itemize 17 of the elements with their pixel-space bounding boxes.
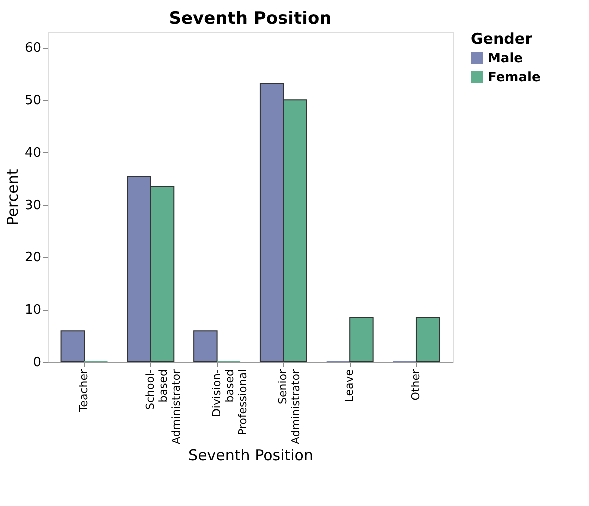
legend-label: Female — [488, 70, 541, 86]
y-tick-label: 0 — [33, 356, 42, 370]
x-tick-label: Leave — [343, 369, 356, 402]
legend-title: Gender — [471, 30, 534, 48]
x-tick-label: Teacher — [78, 369, 91, 414]
y-tick-label: 20 — [24, 250, 42, 266]
legend-label: Male — [488, 52, 524, 66]
y-tick-label: 40 — [24, 146, 42, 161]
x-tick-label: School- based Administrator — [144, 369, 183, 444]
y-tick-label: 10 — [24, 303, 42, 318]
y-tick-label: 30 — [24, 198, 42, 214]
y-tick-label: 60 — [24, 41, 42, 56]
y-axis-title: Percent — [4, 169, 22, 226]
chart-title: Seventh Position — [169, 9, 332, 29]
x-axis-title: Seventh Position — [188, 446, 314, 464]
y-tick-label: 50 — [24, 94, 42, 109]
x-tick-label: Other — [409, 369, 422, 401]
